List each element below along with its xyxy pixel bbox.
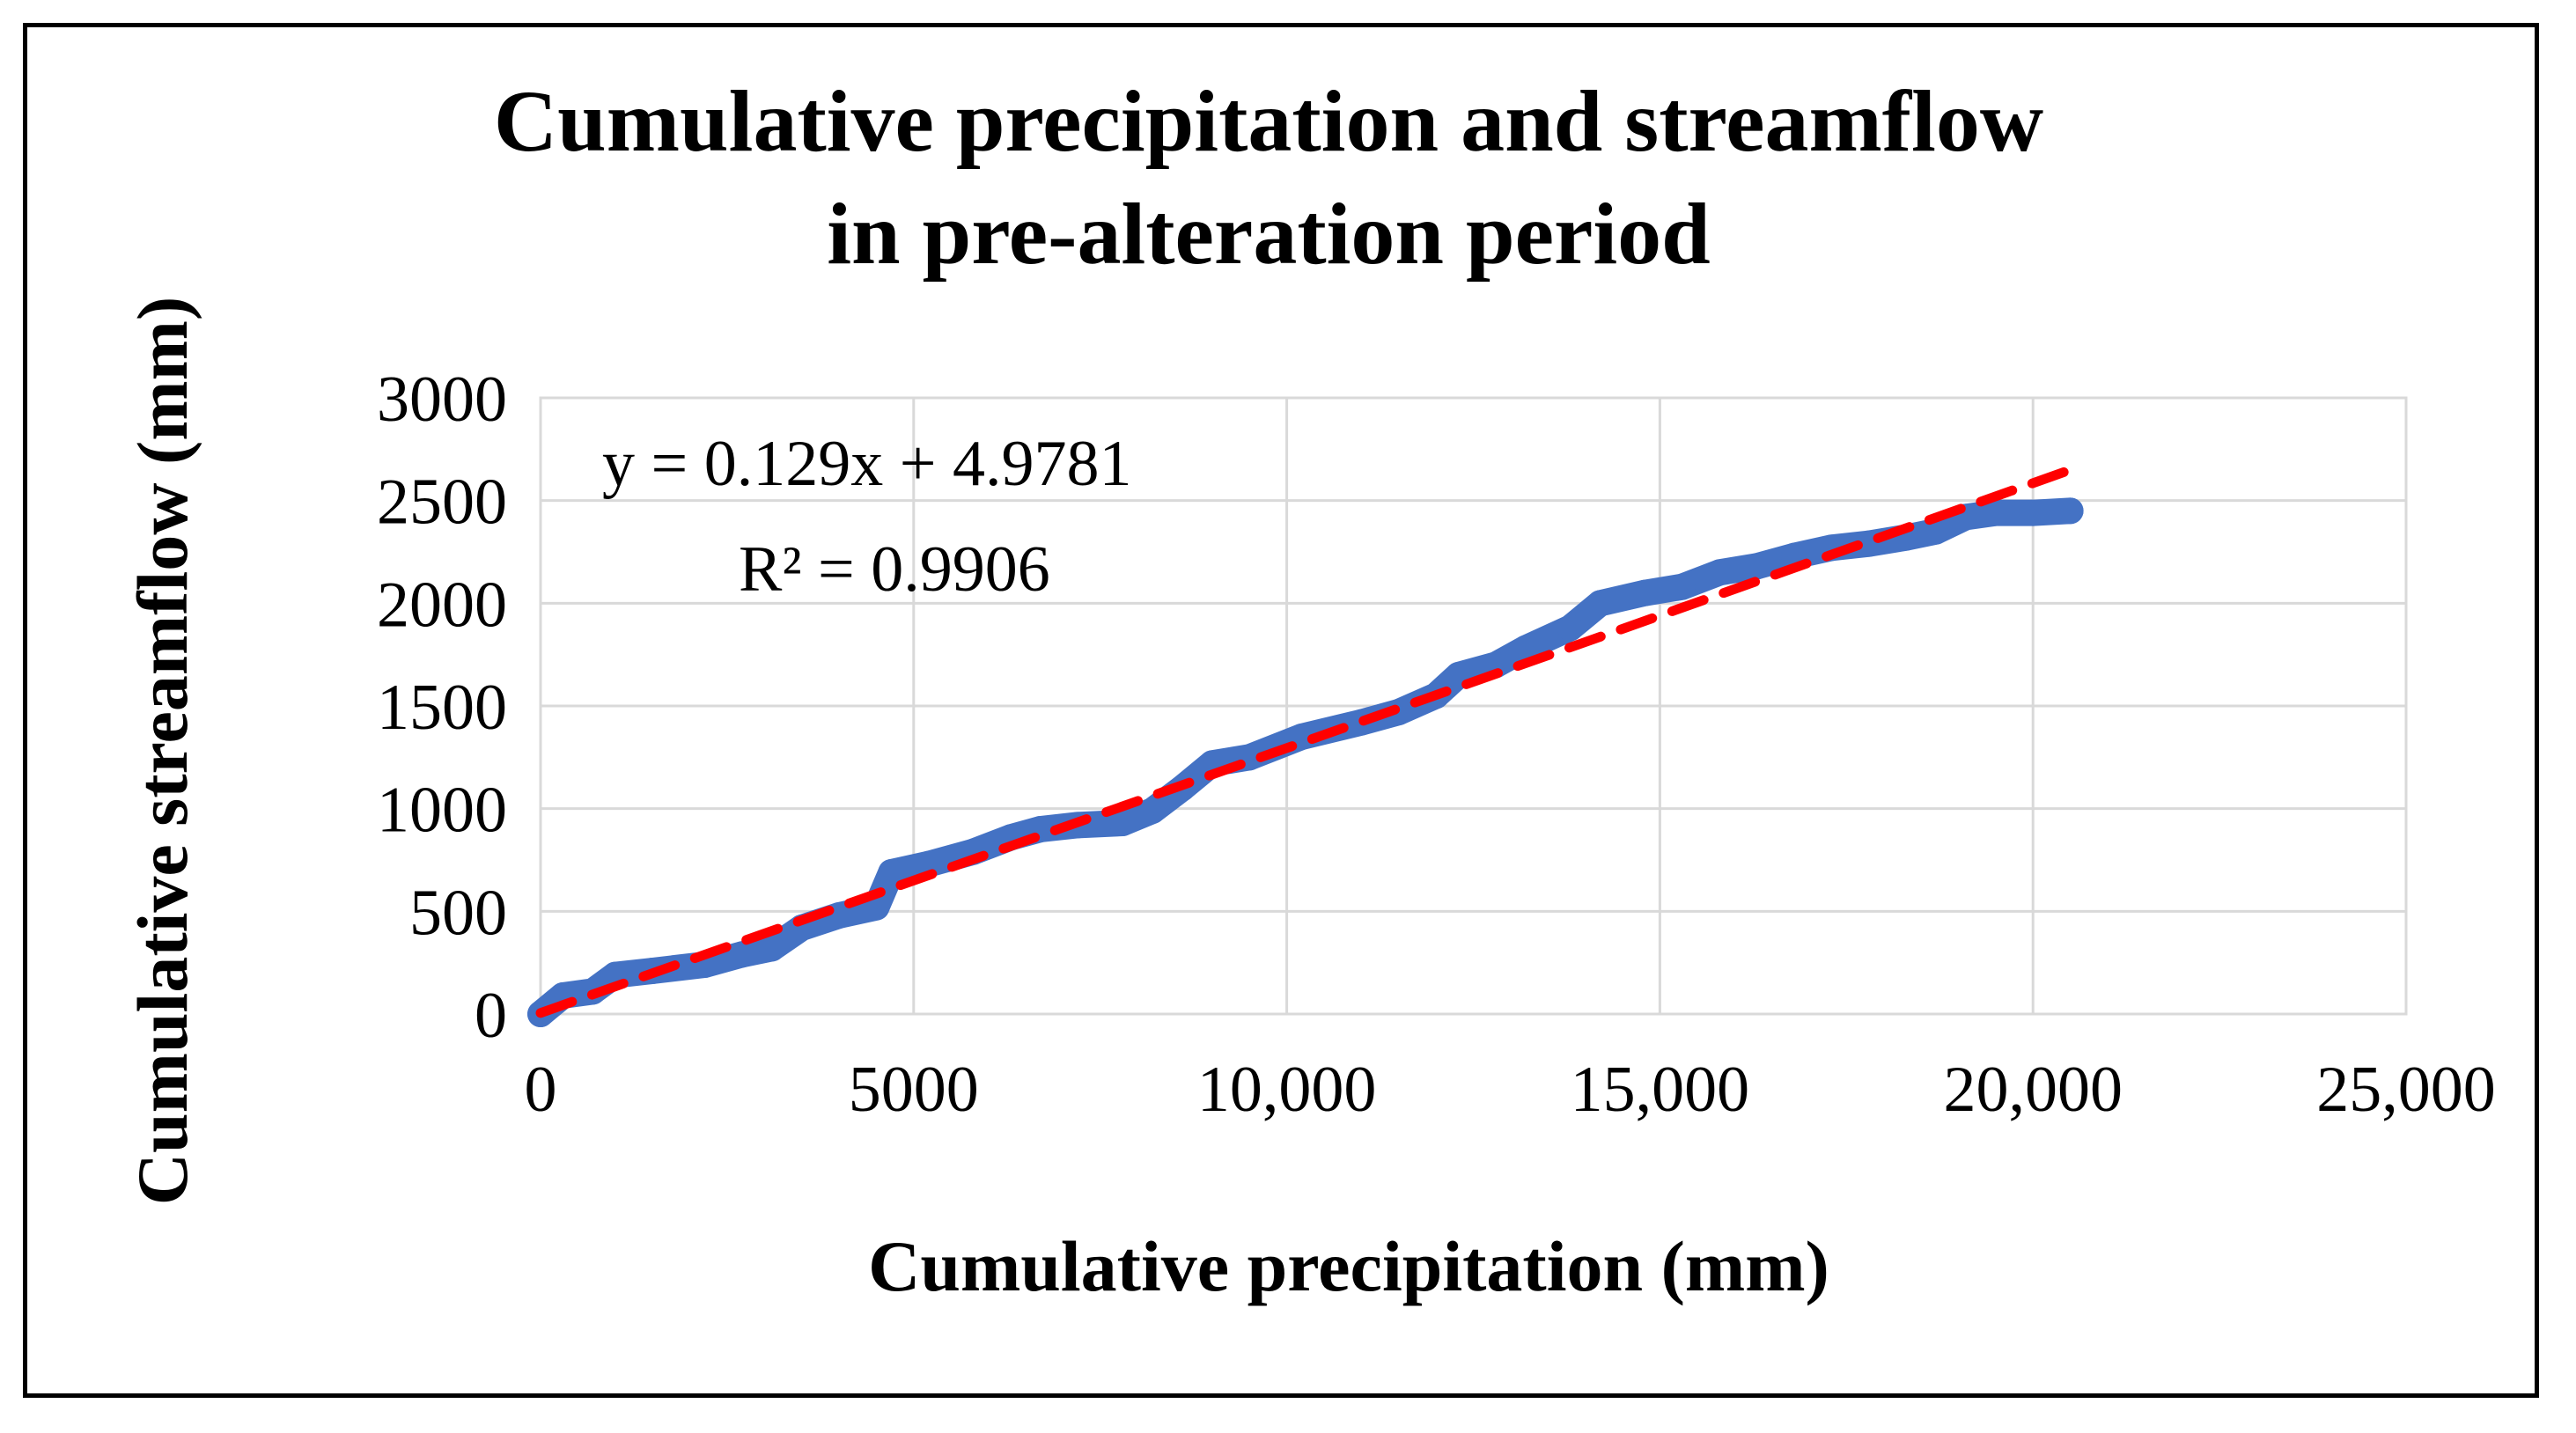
data-point [1109, 810, 1137, 836]
y-tick-label: 3000 [377, 364, 507, 436]
y-tick-label: 2500 [377, 467, 507, 539]
data-point [1139, 797, 1167, 824]
data-point [1923, 518, 1950, 545]
data-point [1631, 579, 1659, 606]
x-tick-label: 15,000 [1571, 1054, 1750, 1126]
data-point [1668, 573, 1696, 600]
chart-svg: Cumulative precipitation and streamflow … [122, 72, 2496, 1306]
data-point [1512, 635, 1539, 662]
data-point [878, 859, 905, 886]
data-point [1982, 499, 2009, 526]
chart-title-line-2: in pre-alteration period [827, 185, 1711, 283]
r-squared-label: R² = 0.9906 [739, 533, 1050, 606]
chart-title-line-1: Cumulative precipitation and streamflow [494, 72, 2043, 170]
y-tick-label: 500 [409, 877, 507, 949]
y-tick-label: 1000 [377, 775, 507, 847]
data-point [1586, 590, 1614, 617]
trendline-layer [535, 465, 2076, 1018]
y-tick-label: 1500 [377, 672, 507, 744]
trendline-equation: y = 0.129x + 4.9781 [602, 428, 1131, 500]
x-axis-title: Cumulative precipitation (mm) [868, 1226, 1829, 1306]
data-point [1557, 614, 1584, 642]
x-tick-label: 25,000 [2316, 1054, 2496, 1126]
y-tick-label: 0 [475, 980, 507, 1052]
x-tick-label: 0 [525, 1054, 557, 1126]
data-point [758, 935, 785, 962]
data-point [1706, 559, 1733, 586]
x-tick-label: 20,000 [1943, 1054, 2123, 1126]
data-point [1743, 553, 1770, 580]
data-point [2020, 499, 2047, 526]
x-tick-label: 5000 [849, 1054, 979, 1126]
linear-trendline [535, 465, 2076, 1018]
chart-frame: Cumulative precipitation and streamflow … [23, 23, 2539, 1398]
data-point [728, 941, 755, 968]
x-tick-label: 10,000 [1197, 1054, 1377, 1126]
data-point [2057, 497, 2084, 525]
tick-labels: 0 500 1000 1500 2000 2500 3000 0 5000 10,000 15,00… [377, 364, 2496, 1126]
y-axis-title: Cumulative streamflow (mm) [122, 297, 202, 1205]
y-tick-label: 2000 [377, 569, 507, 641]
